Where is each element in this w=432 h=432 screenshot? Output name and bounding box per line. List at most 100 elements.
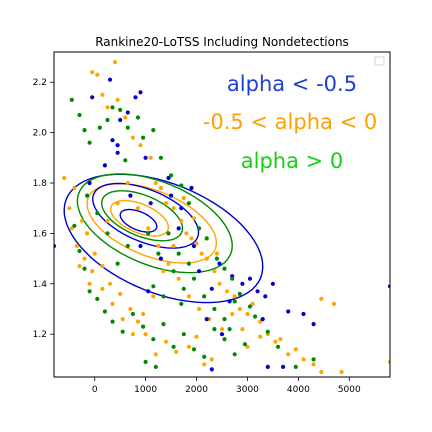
data-point <box>179 183 184 188</box>
chart-title: Rankine20-LoTSS Including Nondetections <box>95 35 349 49</box>
data-point <box>222 266 227 271</box>
data-point <box>118 291 123 296</box>
data-point <box>171 344 176 349</box>
data-point <box>293 364 298 369</box>
data-point <box>202 354 207 359</box>
contour-line <box>76 173 233 274</box>
data-point <box>85 231 90 236</box>
data-point <box>77 112 82 118</box>
data-point <box>202 294 207 299</box>
data-point <box>141 324 146 329</box>
data-point <box>54 243 57 249</box>
data-point <box>189 236 194 241</box>
data-point <box>161 269 166 274</box>
data-point <box>286 352 291 357</box>
data-point <box>105 218 110 223</box>
contour-line <box>86 182 218 264</box>
data-point <box>387 359 390 364</box>
data-point <box>176 251 181 256</box>
data-point <box>143 155 148 160</box>
data-point <box>79 218 85 223</box>
data-point <box>77 248 82 254</box>
data-point <box>174 349 179 354</box>
data-point <box>212 327 217 332</box>
data-point <box>130 332 135 337</box>
data-point <box>100 264 105 269</box>
data-point <box>107 77 113 82</box>
data-point <box>153 364 158 369</box>
data-point <box>245 344 250 349</box>
data-point <box>199 251 204 256</box>
data-point <box>225 289 230 294</box>
data-point <box>189 185 194 191</box>
data-point <box>135 115 141 120</box>
data-point <box>278 337 283 342</box>
data-point <box>202 362 207 367</box>
data-point <box>151 337 156 342</box>
x-tick-label: 5000 <box>338 385 361 395</box>
data-point <box>186 344 191 349</box>
legend-box <box>374 56 385 66</box>
data-point <box>197 226 202 231</box>
data-point <box>113 60 118 65</box>
data-point <box>90 95 95 100</box>
data-point <box>153 352 158 357</box>
data-point <box>138 143 143 148</box>
data-point <box>263 294 268 299</box>
data-point <box>186 201 191 206</box>
data-point <box>130 135 135 140</box>
data-point <box>204 317 209 322</box>
data-point <box>339 369 344 375</box>
data-point <box>141 311 146 317</box>
data-point <box>217 261 222 266</box>
contour-line <box>109 199 170 237</box>
data-point <box>237 306 242 312</box>
data-point <box>176 276 181 281</box>
data-point <box>181 332 186 337</box>
data-point <box>191 216 197 221</box>
data-point <box>120 317 125 322</box>
x-tick-label: 1000 <box>134 385 157 395</box>
x-axis: 0 1000 2000 3000 4000 5000 <box>92 377 361 395</box>
y-tick-label: 1.8 <box>33 179 48 189</box>
data-point <box>258 334 263 339</box>
data-point <box>247 276 253 281</box>
data-point <box>125 110 130 115</box>
x-tick-label: 2000 <box>185 385 208 395</box>
data-point <box>161 322 166 327</box>
data-point <box>311 362 316 367</box>
data-point <box>242 342 247 347</box>
data-point <box>197 306 202 312</box>
data-point <box>214 256 219 261</box>
density-contours <box>63 173 264 304</box>
data-point <box>115 261 120 266</box>
data-point <box>153 180 158 186</box>
x-tick-label: 4000 <box>287 385 310 395</box>
annotation-label: alpha > 0 <box>241 149 344 173</box>
data-point <box>219 327 225 332</box>
data-point <box>191 347 197 352</box>
data-point <box>219 332 225 337</box>
data-point <box>197 269 202 274</box>
data-point <box>115 201 120 206</box>
data-point <box>169 173 174 178</box>
data-point <box>311 357 316 362</box>
data-point <box>227 299 232 304</box>
data-point <box>275 344 281 349</box>
data-point <box>90 269 95 274</box>
annotation-label: alpha < -0.5 <box>227 72 357 96</box>
data-point <box>92 251 97 256</box>
data-point <box>156 251 161 256</box>
data-point <box>301 357 306 362</box>
data-point <box>270 281 275 286</box>
contour-line <box>100 190 184 242</box>
data-point <box>110 319 115 324</box>
data-point <box>179 206 184 211</box>
data-point <box>102 309 107 314</box>
data-point <box>110 301 115 306</box>
data-point <box>179 218 184 223</box>
data-point <box>69 226 74 231</box>
data-point <box>281 364 286 369</box>
data-point <box>240 327 245 332</box>
